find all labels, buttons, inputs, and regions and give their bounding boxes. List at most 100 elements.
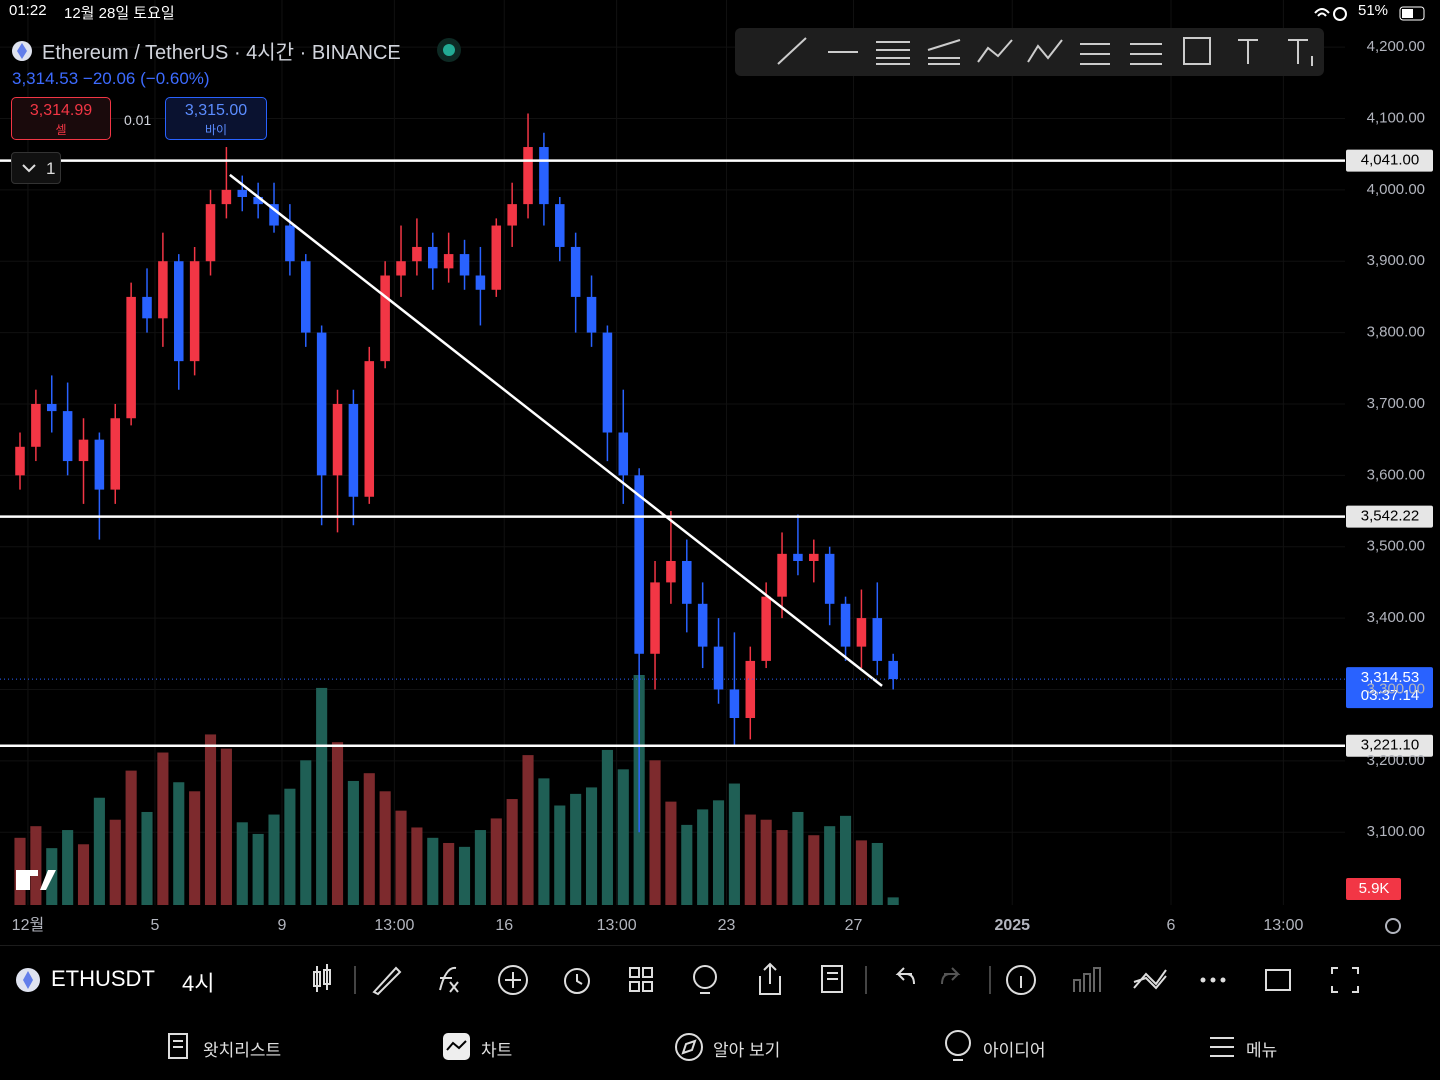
candle-body — [650, 582, 660, 654]
nav-ideas[interactable]: 아이디어 — [983, 1041, 1046, 1060]
candle-body — [491, 225, 502, 290]
y-tick-label: 3,300.00 — [1367, 680, 1425, 697]
candle-body — [78, 439, 89, 462]
y-tick-label: 3,700.00 — [1367, 395, 1425, 412]
undo[interactable] — [895, 967, 915, 985]
nav-explore[interactable]: 알아 보기 — [713, 1041, 781, 1060]
candle-body — [539, 147, 549, 205]
spread: 0.01 — [124, 112, 152, 128]
status-battery: 51% — [1358, 2, 1389, 19]
financials[interactable] — [1073, 967, 1101, 992]
tool-text[interactable] — [1238, 39, 1258, 64]
share[interactable] — [759, 962, 781, 995]
layout-toggle[interactable]: 1 — [11, 152, 61, 184]
tool-parallel[interactable] — [876, 41, 910, 65]
volume-bar — [109, 819, 121, 905]
tool-fib[interactable] — [927, 39, 961, 65]
candle-body — [666, 560, 676, 583]
volume-bar — [363, 773, 375, 905]
x-tick-label: 13:00 — [1263, 917, 1303, 934]
y-tick-label: 3,100.00 — [1367, 823, 1425, 840]
draw[interactable] — [372, 966, 402, 996]
buy-label: 바이 — [204, 123, 228, 137]
symbol-title: Ethereum / TetherUS · 4시간 · BINANCE — [42, 42, 401, 64]
volume-bar — [157, 752, 169, 905]
candle-body — [840, 603, 851, 647]
candle-body — [507, 204, 517, 226]
redo[interactable] — [941, 967, 961, 985]
chevron — [22, 164, 36, 173]
buy-button[interactable]: 3,315.00 바이 — [165, 97, 267, 140]
volume-bar — [379, 791, 391, 905]
nav-watchlist[interactable]: 왓치리스트 — [203, 1041, 282, 1060]
candle-body — [158, 261, 168, 319]
nav-chart[interactable]: 차트 — [481, 1041, 513, 1060]
volume-bar — [760, 819, 772, 905]
volume-bar — [681, 824, 693, 905]
y-tick-label: 4,000.00 — [1367, 181, 1425, 198]
candle-body — [173, 261, 184, 362]
compare[interactable] — [1133, 969, 1167, 990]
candle-body — [62, 411, 73, 462]
nav-menu[interactable]: 메뉴 — [1246, 1041, 1278, 1060]
candle-body — [205, 204, 216, 262]
x-tick-label: 13:00 — [374, 917, 414, 934]
level-label-bg — [1346, 505, 1433, 528]
indicators[interactable] — [439, 966, 459, 993]
volume-bar — [443, 842, 455, 905]
y-tick-label: 3,800.00 — [1367, 324, 1425, 341]
status-date: 12월 28일 토요일 — [64, 5, 175, 22]
ideas[interactable] — [693, 965, 717, 994]
symbol[interactable]: ETHUSDT — [51, 966, 155, 991]
candle-body — [443, 254, 454, 269]
tool-ranges[interactable] — [1080, 43, 1110, 65]
status-icons — [1314, 6, 1425, 21]
volume-bar — [712, 800, 725, 905]
alert[interactable] — [564, 968, 590, 994]
status-time: 01:22 — [9, 2, 47, 19]
interval[interactable]: 4시 — [182, 971, 215, 996]
price-info: 3,314.53 −20.06 (−0.60%) — [12, 69, 210, 89]
info[interactable] — [1006, 965, 1036, 995]
candle-body — [634, 475, 644, 654]
tool-trend-line[interactable] — [777, 37, 807, 65]
chart-type[interactable] — [313, 964, 331, 992]
sell-button[interactable]: 3,314.99 셀 — [11, 97, 111, 140]
countdown-label: 03:37:14 — [1361, 687, 1419, 704]
tool-rectangle[interactable] — [1183, 37, 1211, 65]
chart: 4,041.003,542.223,221.103,314.5303:37:14… — [0, 0, 1433, 934]
candle-body — [428, 246, 438, 269]
volume-bar — [808, 835, 820, 905]
volume-bar — [395, 810, 407, 905]
market-status — [437, 38, 461, 62]
volume-bar — [331, 742, 344, 905]
object-tree[interactable] — [821, 965, 843, 993]
volume-bar — [570, 793, 582, 905]
tool-text-anchored[interactable] — [1288, 39, 1313, 66]
window[interactable] — [1265, 969, 1291, 991]
candle-body — [221, 189, 232, 205]
tool-elliott[interactable] — [977, 39, 1013, 63]
x-tick-label: 27 — [845, 917, 863, 934]
add[interactable] — [498, 965, 528, 995]
nav-bar: 왓치리스트 차트 알아 보기 아이디어 메뉴 — [0, 1014, 1440, 1080]
eth-icon — [12, 41, 32, 61]
candle-body — [364, 361, 375, 497]
volume-bar — [887, 897, 899, 905]
fullscreen[interactable] — [1331, 967, 1359, 993]
y-tick-label: 3,400.00 — [1367, 609, 1425, 626]
tool-forecast[interactable] — [1130, 43, 1162, 65]
more[interactable] — [1200, 977, 1226, 983]
volume-bar — [252, 833, 264, 905]
candle-body — [316, 332, 327, 476]
layouts[interactable] — [629, 967, 653, 992]
volume-bar — [220, 748, 232, 905]
trend-line — [229, 173, 883, 687]
volume-bar — [141, 811, 153, 905]
candle-body — [348, 403, 359, 497]
tool-pattern[interactable] — [1027, 39, 1063, 63]
volume-label-bg — [1346, 878, 1401, 900]
volume-bar — [411, 827, 423, 905]
volume-label: 5.9K — [1359, 880, 1390, 897]
axis-settings[interactable] — [1385, 918, 1401, 934]
